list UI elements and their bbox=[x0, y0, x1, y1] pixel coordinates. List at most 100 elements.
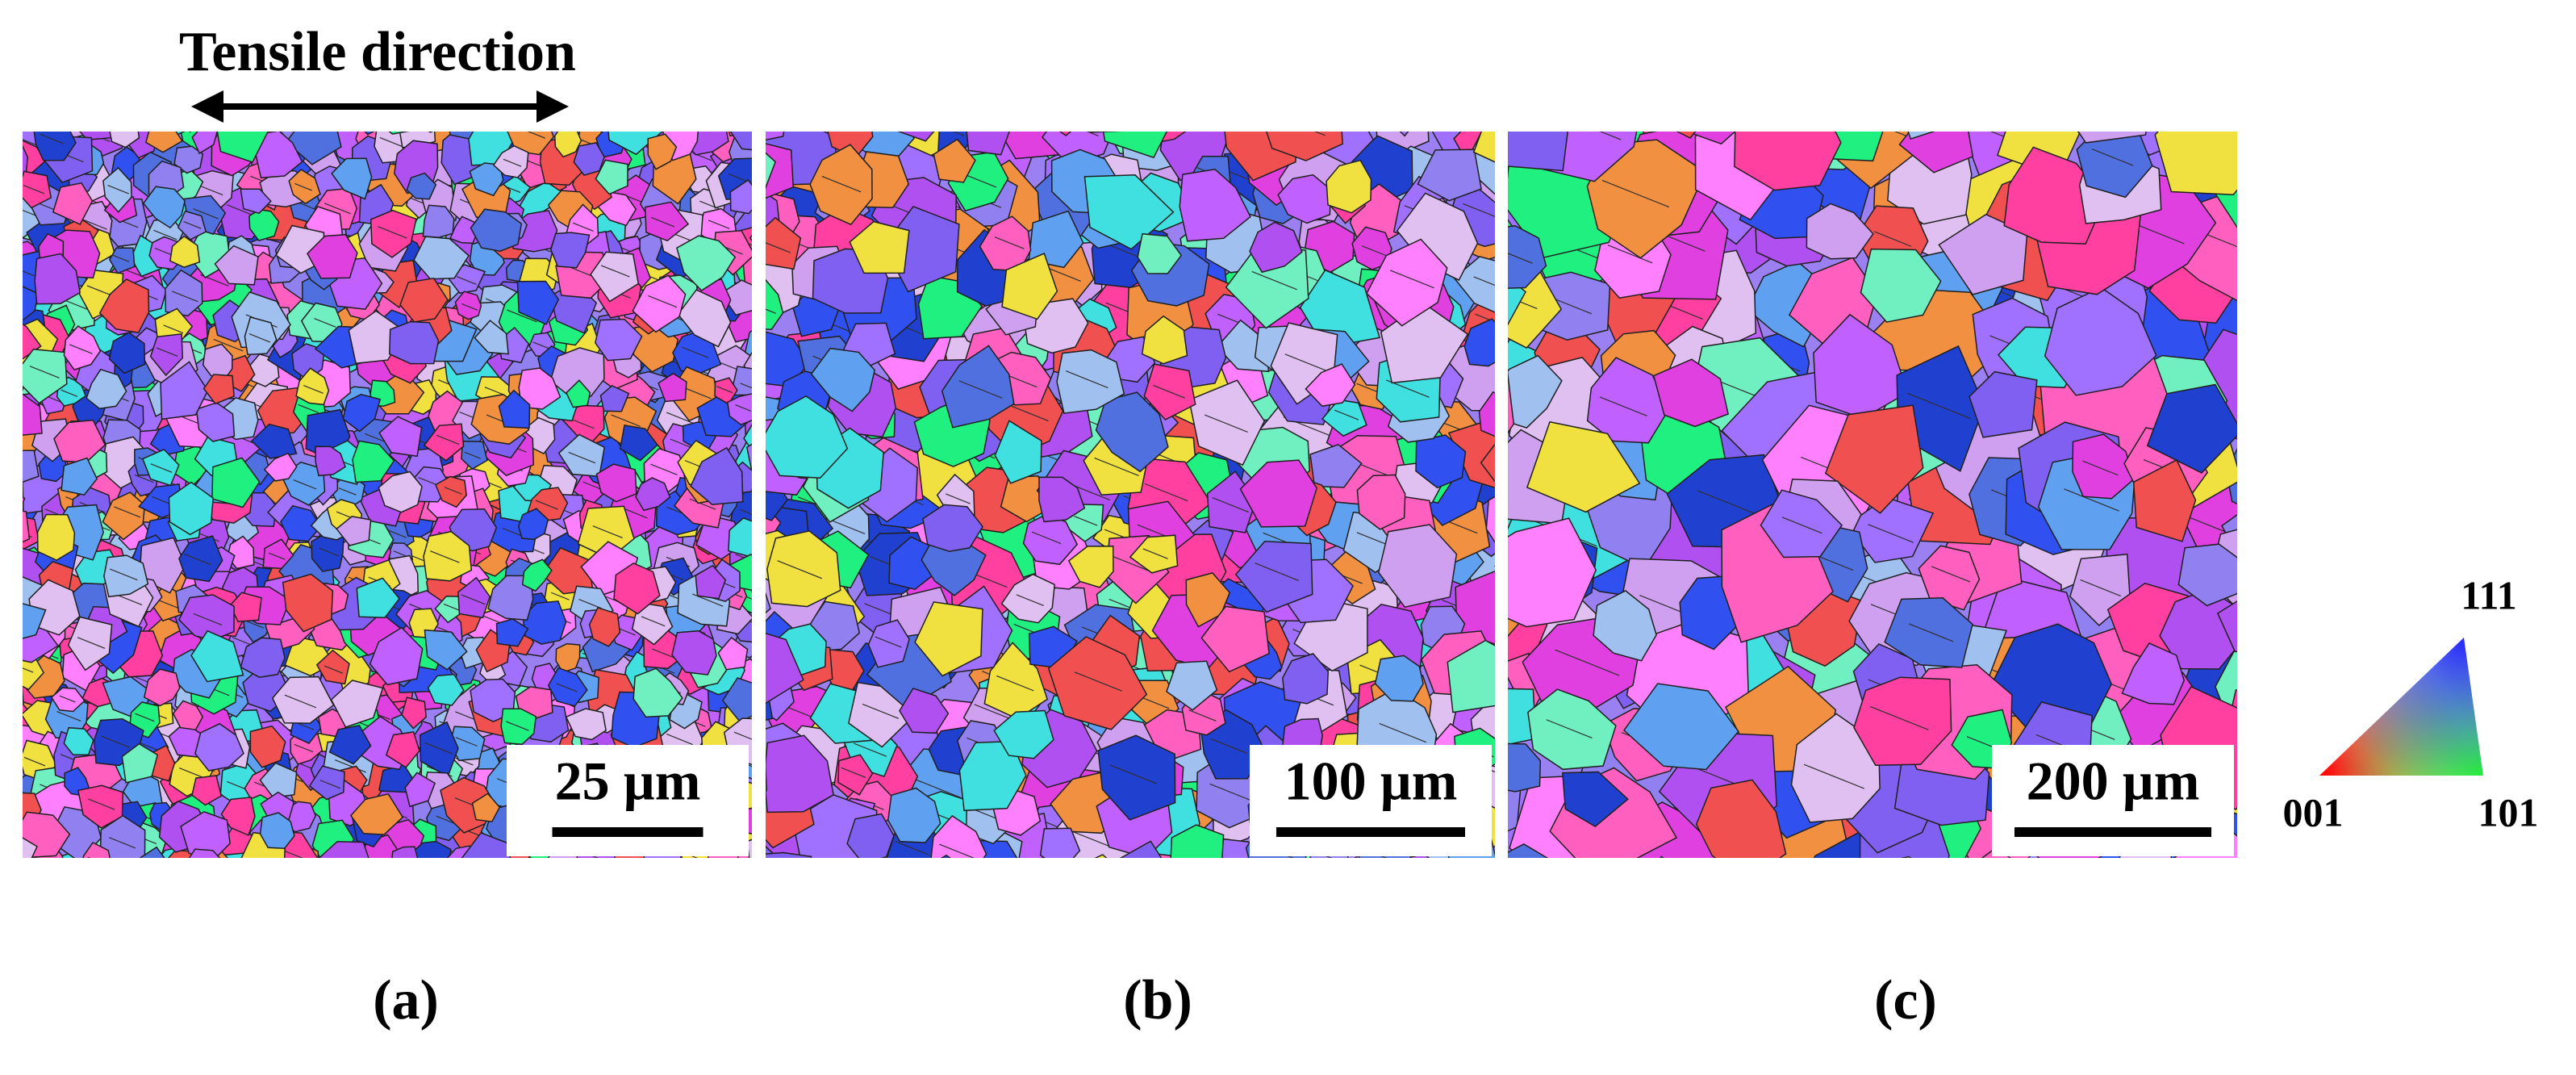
grain bbox=[0, 466, 11, 491]
twin-boundary bbox=[503, 158, 522, 167]
grain bbox=[846, 813, 895, 858]
grain bbox=[930, 814, 987, 858]
grain bbox=[0, 768, 21, 809]
grain bbox=[108, 332, 146, 374]
grain bbox=[1258, 132, 1301, 143]
twin-boundary bbox=[1083, 105, 1115, 118]
grain bbox=[109, 247, 136, 274]
twin-boundary bbox=[1314, 132, 1326, 136]
twin-boundary bbox=[461, 303, 478, 311]
twin-boundary bbox=[61, 389, 78, 397]
grain bbox=[726, 393, 752, 426]
twin-boundary bbox=[0, 836, 15, 843]
grain bbox=[695, 564, 727, 600]
grain bbox=[1266, 132, 1343, 161]
grain bbox=[757, 861, 791, 889]
grain bbox=[1505, 857, 1542, 907]
grain bbox=[695, 874, 721, 901]
twin-boundary bbox=[338, 487, 357, 496]
twin-boundary bbox=[1210, 738, 1247, 754]
grain bbox=[352, 440, 395, 483]
grain bbox=[145, 132, 183, 153]
grain bbox=[0, 653, 15, 696]
grain bbox=[1734, 132, 1842, 191]
twin-boundary bbox=[1781, 517, 1822, 534]
twin-boundary bbox=[1356, 383, 1380, 394]
twin-boundary bbox=[177, 114, 193, 120]
grain bbox=[1038, 476, 1086, 523]
grain bbox=[1938, 213, 2028, 295]
grain bbox=[1414, 69, 1468, 118]
grain bbox=[274, 859, 307, 889]
grain bbox=[340, 851, 370, 858]
grain bbox=[1399, 132, 1409, 137]
twin-boundary bbox=[611, 414, 641, 428]
grain bbox=[492, 860, 540, 908]
twin-boundary bbox=[184, 554, 211, 566]
twin-boundary bbox=[40, 863, 59, 870]
grain bbox=[1739, 855, 1748, 858]
twin-boundary bbox=[81, 219, 107, 230]
grain bbox=[1561, 771, 1629, 828]
grain bbox=[492, 144, 529, 178]
grain bbox=[588, 606, 621, 647]
twin-boundary bbox=[40, 133, 65, 144]
grain bbox=[295, 367, 330, 406]
grain bbox=[374, 860, 429, 910]
twin-boundary bbox=[699, 885, 714, 891]
twin-boundary bbox=[1920, 894, 1979, 918]
twin-boundary bbox=[461, 594, 486, 605]
twin-boundary bbox=[0, 671, 7, 680]
twin-boundary bbox=[23, 209, 35, 216]
grain bbox=[156, 132, 186, 142]
grain bbox=[1319, 71, 1387, 128]
grain bbox=[766, 632, 804, 705]
twin-boundary bbox=[314, 317, 336, 328]
grain bbox=[766, 851, 812, 858]
twin-boundary bbox=[688, 102, 709, 111]
grain bbox=[994, 420, 1042, 484]
grain bbox=[1374, 655, 1424, 702]
grain bbox=[1354, 849, 1395, 858]
grain bbox=[2003, 146, 2106, 245]
grain bbox=[1326, 159, 1372, 214]
twin-boundary bbox=[153, 229, 177, 241]
grain bbox=[577, 505, 635, 560]
twin-boundary bbox=[1433, 888, 1464, 901]
twin-boundary bbox=[109, 103, 139, 115]
grain bbox=[729, 178, 752, 215]
grain bbox=[1547, 132, 1617, 145]
grain bbox=[940, 854, 951, 858]
twin-boundary bbox=[532, 341, 550, 349]
grain bbox=[206, 92, 252, 132]
twin-boundary bbox=[718, 879, 735, 885]
grain bbox=[867, 619, 910, 668]
grain bbox=[975, 132, 992, 138]
grain bbox=[1593, 590, 1657, 662]
grain bbox=[728, 132, 752, 137]
grain bbox=[60, 872, 100, 910]
grain bbox=[1417, 148, 1482, 202]
grain bbox=[766, 152, 776, 190]
twin-boundary bbox=[650, 216, 675, 228]
grain bbox=[1366, 238, 1448, 327]
grain bbox=[690, 446, 744, 505]
twin-boundary bbox=[456, 276, 477, 285]
grain bbox=[593, 92, 629, 123]
grain bbox=[0, 557, 19, 588]
grain bbox=[703, 860, 756, 914]
twin-boundary bbox=[2238, 556, 2291, 578]
grain bbox=[495, 618, 529, 647]
twin-boundary bbox=[1031, 531, 1062, 545]
twin-boundary bbox=[648, 295, 678, 308]
grain bbox=[420, 721, 459, 778]
grain bbox=[0, 856, 44, 906]
twin-boundary bbox=[63, 299, 90, 311]
grain bbox=[178, 535, 223, 583]
grain bbox=[595, 318, 643, 362]
grain bbox=[369, 626, 424, 686]
twin-boundary bbox=[600, 265, 630, 278]
grain bbox=[180, 810, 231, 858]
grain bbox=[1944, 55, 2018, 117]
twin-boundary bbox=[740, 509, 752, 515]
